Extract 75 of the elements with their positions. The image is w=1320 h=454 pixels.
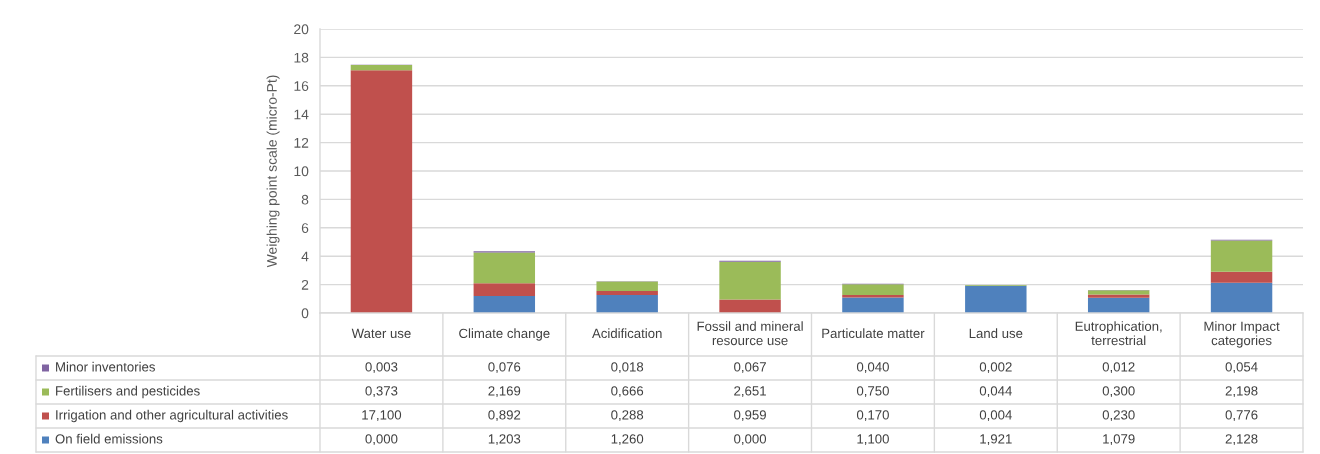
bar [719, 299, 781, 313]
data-label: 0,012 [1102, 362, 1135, 374]
data-label: 1,260 [611, 434, 644, 446]
legend-label: Irrigation and other agricultural activities [56, 409, 288, 423]
data-label: 1,203 [488, 434, 521, 446]
data-label: 0,000 [734, 434, 767, 446]
data-label: 0,666 [611, 386, 644, 398]
y-tick-label: 4 [301, 251, 309, 262]
y-axis-title: Weighing point scale (micro-Pt) [266, 75, 280, 268]
bar [350, 64, 413, 71]
bar [596, 281, 658, 292]
x-tick-label: Water use [351, 328, 411, 339]
data-label: 17,100 [362, 410, 402, 422]
y-tick-label: 14 [294, 109, 309, 120]
bar [596, 295, 658, 313]
legend-label: Fertilisers and pesticides [56, 385, 200, 399]
data-label: 0,002 [979, 362, 1012, 374]
data-label: 0,000 [365, 434, 398, 446]
data-label: 0,288 [611, 410, 644, 422]
y-tick-label: 8 [301, 194, 309, 205]
legend-label: On field emissions [55, 433, 163, 444]
data-label: 0,076 [488, 362, 521, 374]
data-label: 0,067 [734, 362, 766, 374]
bar [1210, 271, 1273, 283]
data-label: 2,169 [488, 386, 521, 398]
legend-label: Minor inventories [56, 361, 155, 372]
data-label: 2,128 [1225, 434, 1258, 446]
y-tick-label: 6 [301, 223, 309, 233]
data-label: 0,750 [856, 386, 889, 398]
bar [1087, 297, 1150, 313]
data-label: 0,044 [979, 386, 1012, 398]
data-label: 0,373 [365, 386, 398, 398]
data-label: 0,230 [1102, 410, 1135, 422]
data-label: 2,198 [1225, 386, 1258, 398]
bar [842, 297, 904, 313]
bar [350, 70, 413, 313]
bar [1210, 282, 1273, 313]
data-label: 0,003 [365, 362, 398, 374]
x-tick-label: Acidification [592, 328, 662, 339]
x-tick-label: Land use [969, 328, 1023, 339]
y-tick-label: 20 [294, 24, 309, 35]
x-tick-label: Particulate matter [822, 328, 925, 339]
bar [1087, 294, 1150, 298]
data-label: 0,004 [979, 410, 1012, 422]
x-tick-label: Climate change [459, 328, 550, 341]
y-tick-label: 10 [294, 166, 309, 177]
data-label: 1,079 [1103, 434, 1135, 446]
data-label: 2,651 [734, 386, 766, 398]
x-tick-label: Eutrophication, terrestrial [1075, 321, 1162, 346]
x-tick-label: Fossil and mineral resource use [697, 321, 803, 346]
data-label: 0,300 [1102, 386, 1135, 398]
data-label: 0,776 [1225, 410, 1258, 422]
bar [473, 252, 536, 284]
bar [473, 295, 536, 313]
bar [719, 261, 781, 300]
data-label: 0,170 [856, 410, 889, 422]
data-label: 0,018 [611, 362, 644, 374]
bar [1210, 240, 1273, 272]
data-label: 0,959 [734, 410, 766, 422]
bar [965, 285, 1027, 313]
data-label: 0,892 [488, 410, 521, 422]
data-label: 0,054 [1225, 362, 1258, 374]
bar [596, 291, 658, 296]
y-tick-label: 12 [294, 137, 309, 148]
x-tick-label: Minor Impact categories [1204, 321, 1280, 348]
y-tick-label: 16 [294, 81, 309, 91]
bar [473, 283, 536, 296]
data-label: 1,100 [857, 434, 889, 446]
bar [842, 284, 904, 295]
data-label: 0,040 [856, 362, 889, 374]
data-label: 1,921 [980, 434, 1012, 446]
y-tick-label: 18 [294, 52, 309, 63]
bar [1087, 290, 1150, 295]
y-tick-label: 2 [301, 279, 309, 290]
y-tick-label: 0 [301, 308, 309, 319]
